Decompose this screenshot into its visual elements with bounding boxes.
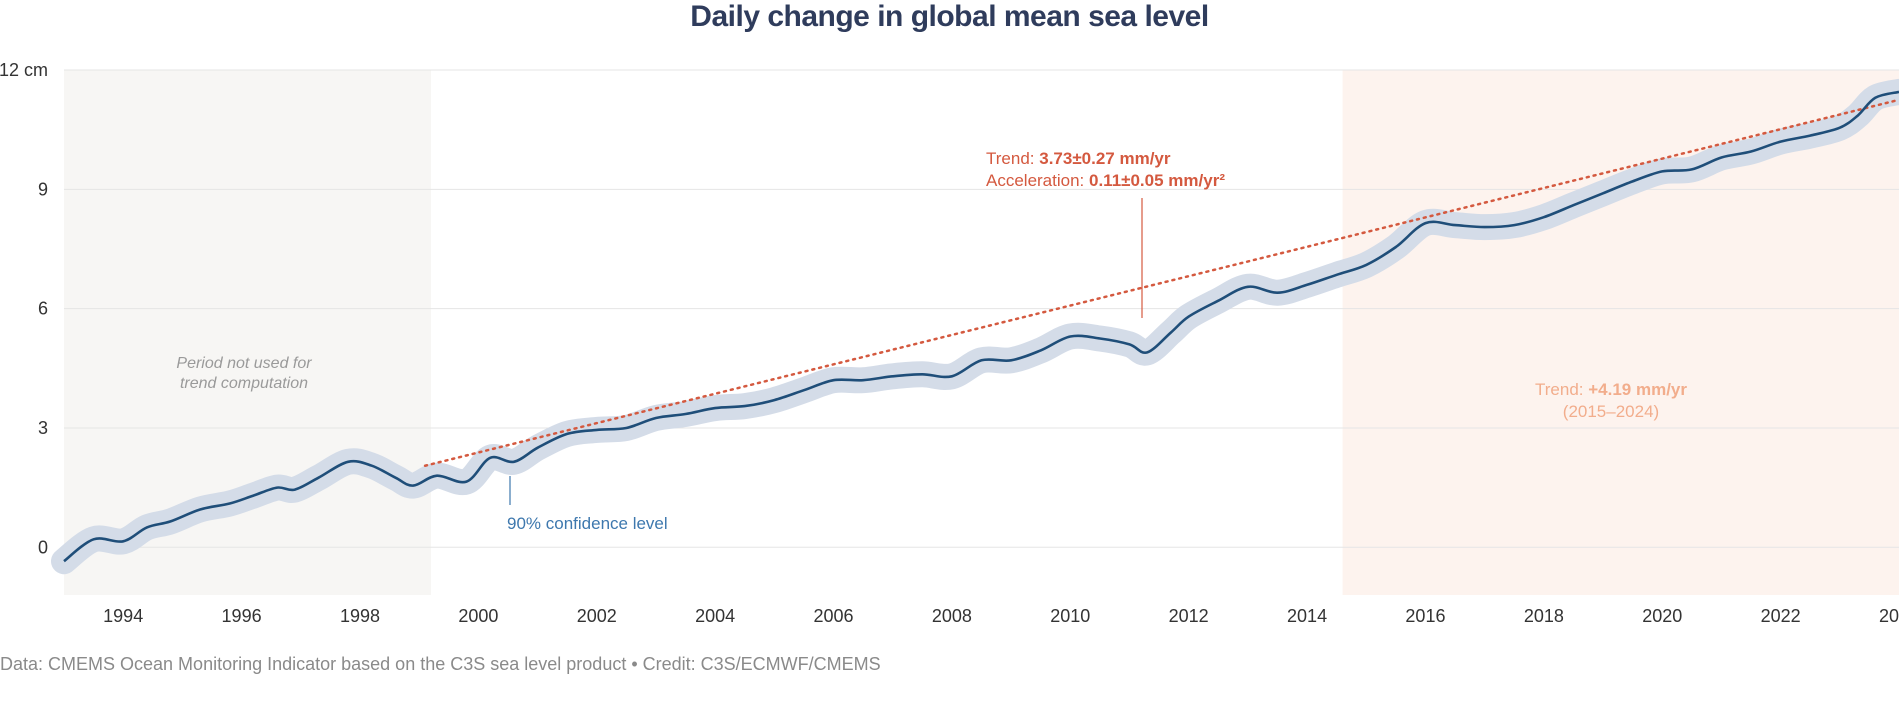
x-tick-label: 2012 xyxy=(1169,606,1209,626)
y-tick-label: 0 xyxy=(38,537,48,557)
excluded-period-label: trend computation xyxy=(180,375,308,392)
x-tick-label: 2004 xyxy=(695,606,735,626)
excluded-period-shade xyxy=(64,70,431,595)
x-tick-label: 2022 xyxy=(1761,606,1801,626)
x-tick-label: 1998 xyxy=(340,606,380,626)
x-tick-label: 2006 xyxy=(813,606,853,626)
y-tick-label: 9 xyxy=(38,179,48,199)
recent-period-shade xyxy=(1342,70,1899,595)
y-tick-label: 12 cm xyxy=(0,60,48,80)
x-tick-label: 2008 xyxy=(932,606,972,626)
excluded-period-label: Period not used for xyxy=(176,355,312,372)
x-tick-label: 2000 xyxy=(458,606,498,626)
acceleration-label: Acceleration: 0.11±0.05 mm/yr² xyxy=(986,171,1225,190)
x-tick-label: 2018 xyxy=(1524,606,1564,626)
recent-trend-label: Trend: +4.19 mm/yr xyxy=(1535,380,1687,399)
recent-trend-period: (2015–2024) xyxy=(1563,402,1659,421)
x-tick-label: 2010 xyxy=(1050,606,1090,626)
x-tick-label: 2020 xyxy=(1642,606,1682,626)
trend-label: Trend: 3.73±0.27 mm/yr xyxy=(986,149,1171,168)
y-tick-label: 6 xyxy=(38,299,48,319)
y-tick-label: 3 xyxy=(38,418,48,438)
sea-level-chart: Period not used for trend computation Tren… xyxy=(0,60,1899,626)
sea-level-line xyxy=(63,90,1899,563)
x-tick-label: 2016 xyxy=(1405,606,1445,626)
confidence-label: 90% confidence level xyxy=(507,514,668,533)
chart-title: Daily change in global mean sea level xyxy=(690,0,1209,33)
x-tick-label: 2024 xyxy=(1879,606,1899,626)
x-tick-label: 2002 xyxy=(577,606,617,626)
x-tick-label: 1996 xyxy=(222,606,262,626)
data-credit-note: Data: CMEMS Ocean Monitoring Indicator b… xyxy=(0,654,881,674)
x-tick-label: 1994 xyxy=(103,606,143,626)
x-tick-label: 2014 xyxy=(1287,606,1327,626)
trend-line xyxy=(423,98,1899,467)
